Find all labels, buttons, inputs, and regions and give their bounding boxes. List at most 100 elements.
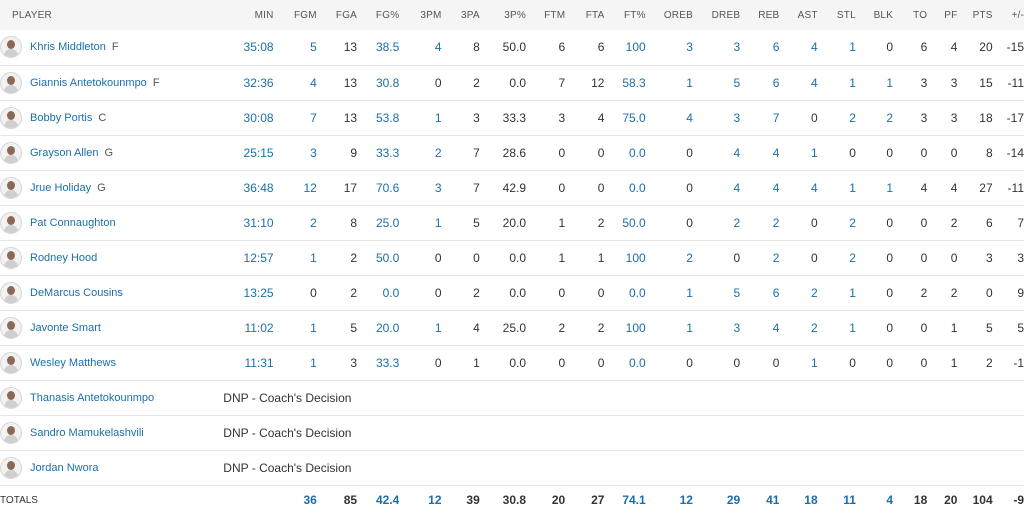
stat-cell-min[interactable]: 11:31	[244, 355, 274, 370]
stat-cell-3pm[interactable]: 2	[434, 145, 442, 160]
stat-cell-stl[interactable]: 1	[849, 320, 856, 335]
total-cell-reb[interactable]: 41	[766, 493, 780, 508]
stat-cell-3pm[interactable]: 1	[434, 320, 442, 335]
stat-cell-fgm[interactable]: 12	[303, 180, 317, 195]
stat-cell-reb[interactable]: 4	[772, 320, 780, 335]
stat-cell-ast[interactable]: 4	[810, 75, 818, 90]
total-cell-dreb[interactable]: 29	[726, 493, 741, 508]
stat-cell-oreb[interactable]: 2	[686, 250, 693, 265]
stat-cell-stl[interactable]: 1	[849, 75, 856, 90]
player-headshot-avatar[interactable]	[0, 176, 22, 199]
player-name-link[interactable]: Sandro Mamukelashvili	[30, 426, 144, 439]
stat-cell-blk[interactable]: 1	[886, 180, 894, 195]
total-cell-fg[interactable]: 42.4	[375, 493, 400, 508]
total-cell-oreb[interactable]: 12	[679, 493, 693, 508]
column-header-fta[interactable]: FTA	[585, 9, 605, 21]
column-header-dreb[interactable]: DREB	[711, 9, 741, 21]
stat-cell-stl[interactable]: 2	[849, 215, 856, 230]
stat-cell-oreb[interactable]: 1	[686, 285, 693, 300]
column-header-ft[interactable]: FT%	[623, 9, 646, 21]
stat-cell-fg[interactable]: 53.8	[375, 110, 400, 125]
column-header-ftm[interactable]: FTM	[544, 9, 566, 21]
stat-cell-fg[interactable]: 50.0	[375, 250, 400, 265]
stat-cell-reb[interactable]: 6	[772, 75, 780, 90]
stat-cell-stl[interactable]: 2	[849, 110, 856, 125]
stat-cell-stl[interactable]: 2	[849, 250, 856, 265]
stat-cell-ft[interactable]: 75.0	[622, 110, 646, 125]
stat-cell-oreb[interactable]: 1	[686, 75, 693, 90]
player-headshot-avatar[interactable]	[0, 456, 22, 479]
player-headshot-avatar[interactable]	[0, 421, 22, 444]
player-headshot-avatar[interactable]	[0, 211, 22, 234]
stat-cell-fgm[interactable]: 5	[310, 40, 317, 55]
total-cell-blk[interactable]: 4	[886, 493, 894, 508]
column-header-pts[interactable]: PTS	[972, 9, 993, 21]
stat-cell-stl[interactable]: 1	[849, 180, 856, 195]
column-header-reb[interactable]: REB	[758, 9, 780, 21]
total-cell-3pm[interactable]: 12	[428, 493, 442, 508]
stat-cell-ft[interactable]: 100	[625, 250, 646, 265]
stat-cell-oreb[interactable]: 1	[686, 320, 693, 335]
player-headshot-avatar[interactable]	[0, 316, 22, 339]
player-headshot-avatar[interactable]	[0, 106, 22, 129]
player-headshot-avatar[interactable]	[0, 36, 22, 59]
player-name-link[interactable]: Bobby Portis	[30, 111, 93, 124]
column-header-3pm[interactable]: 3PM	[420, 9, 442, 21]
stat-cell-ast[interactable]: 1	[810, 355, 818, 370]
player-headshot-avatar[interactable]	[0, 351, 22, 374]
column-header-oreb[interactable]: OREB	[663, 9, 693, 21]
player-headshot-avatar[interactable]	[0, 386, 22, 409]
stat-cell-ft[interactable]: 100	[625, 40, 646, 55]
stat-cell-reb[interactable]: 7	[772, 110, 780, 125]
stat-cell-ft[interactable]: 50.0	[622, 215, 646, 230]
stat-cell-ft[interactable]: 0.0	[629, 285, 646, 300]
stat-cell-reb[interactable]: 4	[772, 145, 780, 160]
stat-cell-min[interactable]: 32:36	[243, 75, 274, 90]
stat-cell-min[interactable]: 12:57	[243, 250, 274, 265]
stat-cell-fg[interactable]: 38.5	[375, 40, 400, 55]
stat-cell-fg[interactable]: 25.0	[375, 215, 400, 230]
player-headshot-avatar[interactable]	[0, 141, 22, 164]
player-name-link[interactable]: Javonte Smart	[30, 321, 101, 334]
stat-cell-fgm[interactable]: 1	[310, 320, 317, 335]
stat-cell-3pm[interactable]: 3	[434, 180, 442, 195]
stat-cell-ast[interactable]: 4	[810, 40, 818, 55]
stat-cell-fgm[interactable]: 7	[310, 110, 317, 125]
stat-cell-fg[interactable]: 33.3	[375, 355, 400, 370]
stat-cell-fgm[interactable]: 4	[310, 75, 317, 90]
stat-cell-min[interactable]: 11:02	[244, 320, 274, 335]
stat-cell-blk[interactable]: 1	[886, 75, 894, 90]
stat-cell-min[interactable]: 25:15	[243, 145, 274, 160]
stat-cell-3pm[interactable]: 1	[434, 215, 442, 230]
column-header-min[interactable]: MIN	[254, 9, 274, 21]
stat-cell-reb[interactable]: 6	[772, 40, 780, 55]
column-header-to[interactable]: TO	[913, 9, 928, 21]
total-cell-fgm[interactable]: 36	[303, 493, 317, 508]
player-name-link[interactable]: Grayson Allen	[30, 146, 99, 159]
stat-cell-min[interactable]: 35:08	[243, 40, 274, 55]
column-header-fg[interactable]: FG%	[375, 9, 400, 21]
stat-cell-fgm[interactable]: 2	[310, 215, 317, 230]
stat-cell-dreb[interactable]: 4	[733, 145, 741, 160]
stat-cell-dreb[interactable]: 3	[733, 40, 741, 55]
stat-cell-dreb[interactable]: 5	[733, 75, 741, 90]
total-cell-ast[interactable]: 18	[804, 493, 818, 508]
stat-cell-oreb[interactable]: 3	[686, 40, 693, 55]
stat-cell-ast[interactable]: 4	[810, 180, 818, 195]
stat-cell-ft[interactable]: 0.0	[629, 145, 646, 160]
column-header-3p[interactable]: 3P%	[504, 9, 527, 21]
stat-cell-reb[interactable]: 4	[772, 180, 780, 195]
player-headshot-avatar[interactable]	[0, 281, 22, 304]
stat-cell-ft[interactable]: 0.0	[629, 180, 646, 195]
player-name-link[interactable]: Jrue Holiday	[30, 181, 92, 194]
stat-cell-ast[interactable]: 2	[810, 285, 818, 300]
stat-cell-fg[interactable]: 70.6	[375, 180, 400, 195]
stat-cell-blk[interactable]: 2	[886, 110, 894, 125]
column-header-pf[interactable]: PF	[944, 9, 958, 21]
stat-cell-fgm[interactable]: 3	[310, 145, 317, 160]
stat-cell-ast[interactable]: 1	[810, 145, 818, 160]
player-name-link[interactable]: Rodney Hood	[30, 251, 98, 264]
stat-cell-reb[interactable]: 6	[772, 285, 780, 300]
stat-cell-dreb[interactable]: 2	[733, 215, 741, 230]
stat-cell-dreb[interactable]: 3	[733, 110, 741, 125]
